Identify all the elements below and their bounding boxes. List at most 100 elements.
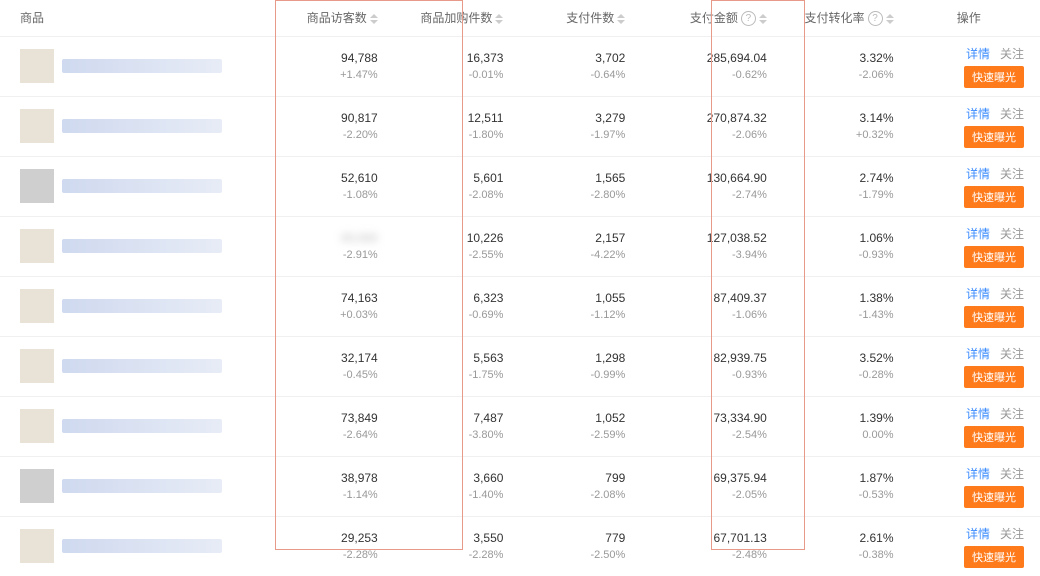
cell-product[interactable]	[0, 336, 272, 396]
product-name-placeholder	[62, 539, 222, 553]
product-cell[interactable]	[20, 529, 262, 563]
boost-button[interactable]: 快速曝光	[964, 246, 1024, 268]
sort-icon[interactable]	[886, 14, 894, 24]
metric-delta: -1.40%	[398, 487, 504, 504]
cell-product[interactable]	[0, 96, 272, 156]
product-thumbnail	[20, 169, 54, 203]
metric-delta: -0.53%	[787, 487, 894, 504]
cell-paid-qty: 1,055-1.12%	[513, 276, 635, 336]
follow-link[interactable]: 关注	[1000, 287, 1024, 301]
metric-delta: -3.94%	[645, 247, 767, 264]
follow-link[interactable]: 关注	[1000, 407, 1024, 421]
metric-delta: -2.08%	[523, 487, 625, 504]
cell-paid-qty: 1,565-2.80%	[513, 156, 635, 216]
metric-value: 94,788	[282, 49, 377, 67]
help-icon[interactable]: ?	[741, 11, 756, 26]
col-header-product: 商品	[0, 0, 272, 36]
sort-icon[interactable]	[759, 14, 767, 24]
detail-link[interactable]: 详情	[966, 407, 990, 421]
col-header-add-to-cart[interactable]: 商品加购件数	[388, 0, 514, 36]
cell-paid-amount: 270,874.32-2.06%	[635, 96, 777, 156]
metric-value: 32,174	[282, 349, 377, 367]
table-header-row: 商品 商品访客数 商品加购件数 支付件数 支付金额? 支付转化率? 操作	[0, 0, 1040, 36]
product-thumbnail	[20, 409, 54, 443]
sort-icon[interactable]	[617, 14, 625, 24]
help-icon[interactable]: ?	[868, 11, 883, 26]
product-cell[interactable]	[20, 349, 262, 383]
sort-icon[interactable]	[370, 14, 378, 24]
product-cell[interactable]	[20, 289, 262, 323]
detail-link[interactable]: 详情	[966, 227, 990, 241]
cell-ops: 详情关注快速曝光	[904, 216, 1040, 276]
detail-link[interactable]: 详情	[966, 467, 990, 481]
table-row: 00,000-2.91%10,226-2.55%2,157-4.22%127,0…	[0, 216, 1040, 276]
boost-button[interactable]: 快速曝光	[964, 66, 1024, 88]
metric-value: 16,373	[398, 49, 504, 67]
follow-link[interactable]: 关注	[1000, 167, 1024, 181]
metric-value: 3,702	[523, 49, 625, 67]
col-header-conv-rate[interactable]: 支付转化率?	[777, 0, 904, 36]
metric-delta: -3.80%	[398, 427, 504, 444]
metric-value: 6,323	[398, 289, 504, 307]
product-name-placeholder	[62, 119, 222, 133]
metric-delta: -2.74%	[645, 187, 767, 204]
metric-value: 2.61%	[787, 529, 894, 547]
product-cell[interactable]	[20, 49, 262, 83]
product-name-placeholder	[62, 239, 222, 253]
follow-link[interactable]: 关注	[1000, 467, 1024, 481]
follow-link[interactable]: 关注	[1000, 527, 1024, 541]
boost-button[interactable]: 快速曝光	[964, 546, 1024, 568]
follow-link[interactable]: 关注	[1000, 107, 1024, 121]
product-cell[interactable]	[20, 409, 262, 443]
product-cell[interactable]	[20, 109, 262, 143]
product-cell[interactable]	[20, 469, 262, 503]
product-cell[interactable]	[20, 229, 262, 263]
cell-ops: 详情关注快速曝光	[904, 96, 1040, 156]
table-row: 32,174-0.45%5,563-1.75%1,298-0.99%82,939…	[0, 336, 1040, 396]
metric-value: 3,279	[523, 109, 625, 127]
boost-button[interactable]: 快速曝光	[964, 126, 1024, 148]
detail-link[interactable]: 详情	[966, 167, 990, 181]
boost-button[interactable]: 快速曝光	[964, 306, 1024, 328]
metric-value: 87,409.37	[645, 289, 767, 307]
col-header-paid-amount[interactable]: 支付金额?	[635, 0, 777, 36]
cell-conv-rate: 3.32%-2.06%	[777, 36, 904, 96]
metric-value: 69,375.94	[645, 469, 767, 487]
detail-link[interactable]: 详情	[966, 347, 990, 361]
cell-product[interactable]	[0, 216, 272, 276]
metric-value: 10,226	[398, 229, 504, 247]
boost-button[interactable]: 快速曝光	[964, 426, 1024, 448]
detail-link[interactable]: 详情	[966, 47, 990, 61]
boost-button[interactable]: 快速曝光	[964, 366, 1024, 388]
cell-conv-rate: 1.38%-1.43%	[777, 276, 904, 336]
cell-product[interactable]	[0, 156, 272, 216]
metric-value: 82,939.75	[645, 349, 767, 367]
boost-button[interactable]: 快速曝光	[964, 186, 1024, 208]
cell-product[interactable]	[0, 36, 272, 96]
col-header-visitors[interactable]: 商品访客数	[272, 0, 387, 36]
cell-visitors: 29,253-2.28%	[272, 516, 387, 576]
cell-paid-qty: 3,279-1.97%	[513, 96, 635, 156]
metric-delta: -1.06%	[645, 307, 767, 324]
cell-visitors: 90,817-2.20%	[272, 96, 387, 156]
follow-link[interactable]: 关注	[1000, 47, 1024, 61]
metric-value: 29,253	[282, 529, 377, 547]
boost-button[interactable]: 快速曝光	[964, 486, 1024, 508]
sort-icon[interactable]	[495, 14, 503, 24]
table-row: 90,817-2.20%12,511-1.80%3,279-1.97%270,8…	[0, 96, 1040, 156]
metric-value: 2.74%	[787, 169, 894, 187]
cell-product[interactable]	[0, 456, 272, 516]
metric-delta: -2.06%	[787, 67, 894, 84]
cell-product[interactable]	[0, 516, 272, 576]
detail-link[interactable]: 详情	[966, 527, 990, 541]
col-header-paid-qty[interactable]: 支付件数	[513, 0, 635, 36]
cell-product[interactable]	[0, 276, 272, 336]
detail-link[interactable]: 详情	[966, 287, 990, 301]
cell-product[interactable]	[0, 396, 272, 456]
product-cell[interactable]	[20, 169, 262, 203]
follow-link[interactable]: 关注	[1000, 227, 1024, 241]
metric-delta: -2.91%	[282, 247, 377, 264]
follow-link[interactable]: 关注	[1000, 347, 1024, 361]
metric-value: 3,550	[398, 529, 504, 547]
detail-link[interactable]: 详情	[966, 107, 990, 121]
